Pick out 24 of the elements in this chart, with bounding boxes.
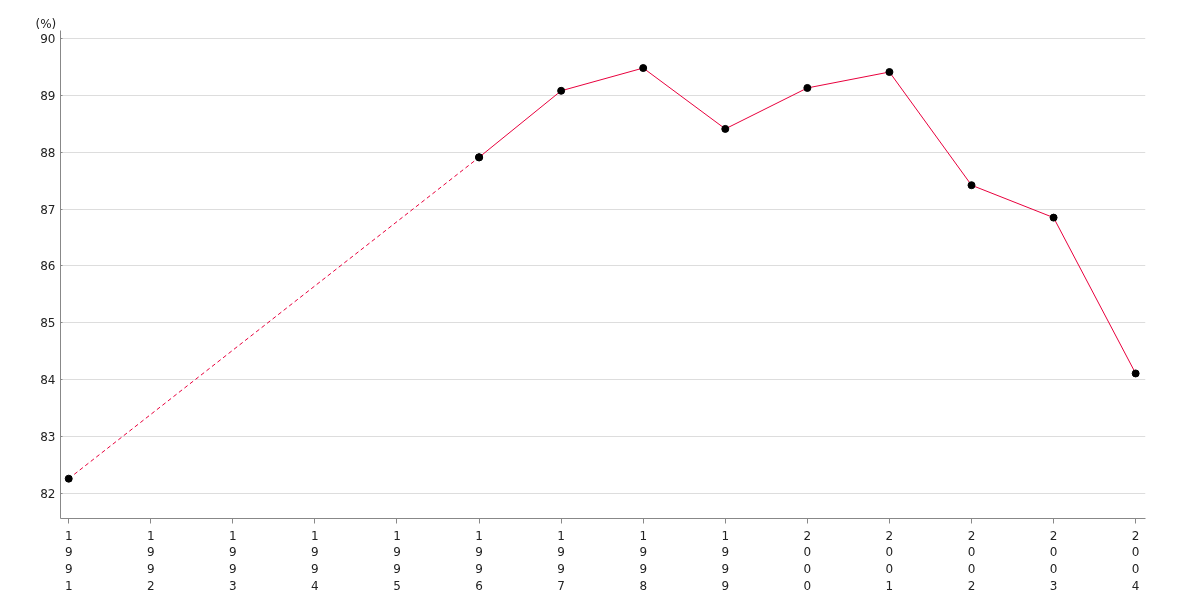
x-tick-label: 1 9 9 1 — [64, 528, 73, 593]
y-tick-label: 84 — [40, 373, 56, 388]
x-tick-label: 2 0 0 0 — [803, 528, 812, 593]
y-tick-label: 83 — [40, 430, 56, 445]
y-tick-label: 87 — [40, 202, 56, 217]
x-tick-label: 1 9 9 3 — [229, 528, 237, 593]
y-tick-label: 86 — [40, 259, 56, 274]
x-tick-label: 2 0 0 2 — [967, 528, 976, 593]
x-tick-label: 2 0 0 4 — [1131, 528, 1140, 593]
x-tick-label: 1 9 9 6 — [475, 528, 483, 593]
y-tick-label: 88 — [40, 145, 56, 160]
x-tick-label: 1 9 9 2 — [146, 528, 155, 593]
x-tick-label: 2 0 0 1 — [885, 528, 894, 593]
x-tick-label: 1 9 9 5 — [393, 528, 401, 593]
y-axis-title: (%) — [35, 16, 57, 31]
x-tick-label: 1 9 9 4 — [311, 528, 319, 593]
y-tick-label: 89 — [40, 88, 56, 103]
x-tick-label: 2 0 0 3 — [1049, 528, 1058, 593]
x-tick-label: 1 9 9 9 — [721, 528, 730, 593]
x-tick-label: 1 9 9 7 — [557, 528, 565, 593]
y-tick-label: 85 — [40, 316, 56, 331]
y-tick-label: 90 — [40, 31, 56, 46]
y-tick-label: 82 — [40, 486, 56, 501]
x-tick-label: 1 9 9 8 — [639, 528, 648, 593]
